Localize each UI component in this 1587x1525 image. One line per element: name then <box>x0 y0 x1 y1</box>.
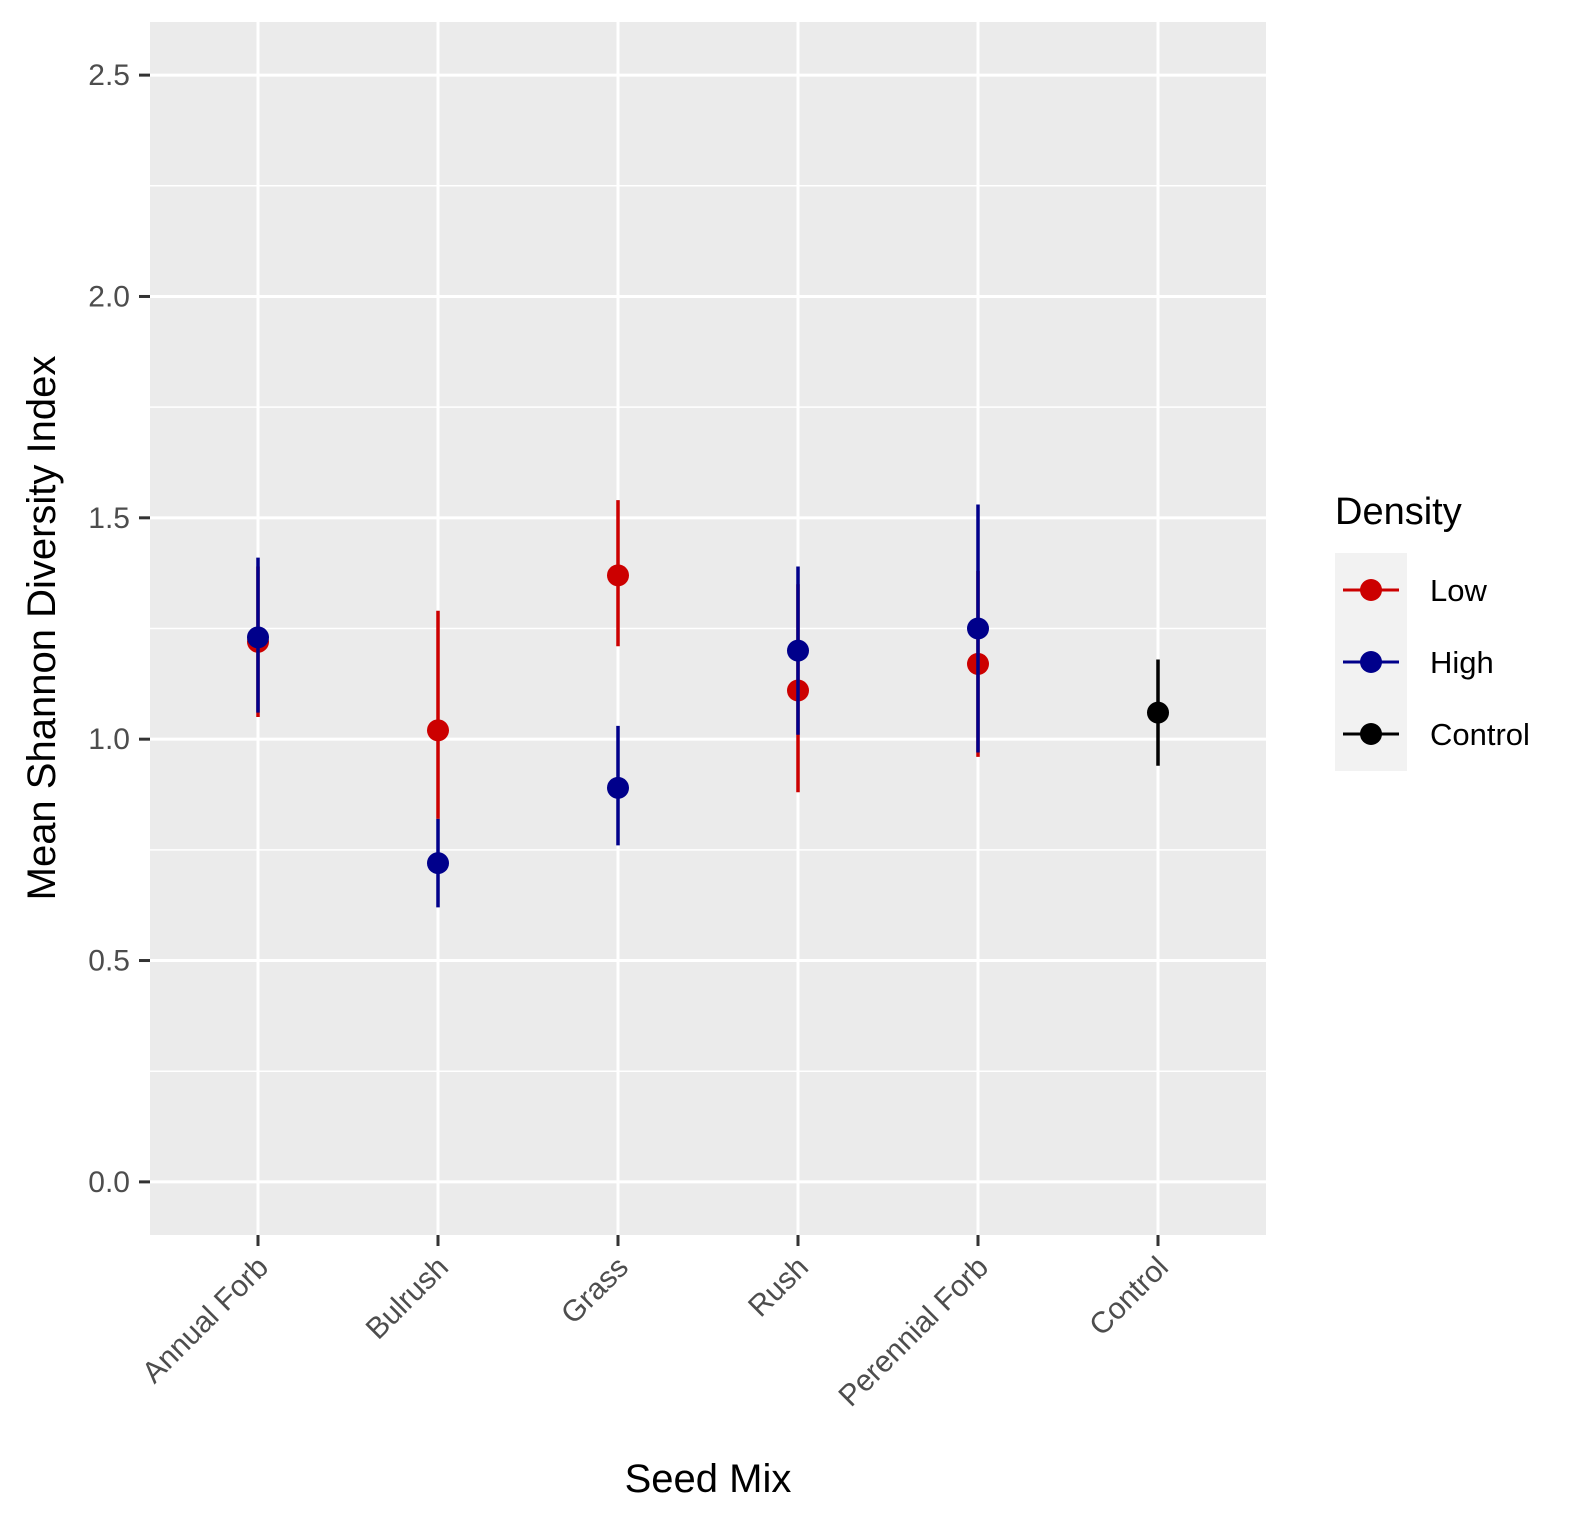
x-tick-label: Bulrush <box>360 1251 455 1346</box>
y-tick-label: 2.0 <box>88 280 130 313</box>
x-tick-label: Rush <box>742 1251 815 1324</box>
legend-key-point <box>1360 651 1382 673</box>
legend-items: Low High Control <box>1343 573 1530 752</box>
legend: Density Low High Control <box>1335 491 1530 771</box>
x-tick-label: Control <box>1083 1251 1175 1343</box>
y-tick-label: 1.0 <box>88 723 130 756</box>
x-tick-label: Grass <box>555 1251 635 1331</box>
x-axis-title: Seed Mix <box>625 1457 792 1501</box>
legend-key-point <box>1360 579 1382 601</box>
data-point <box>967 617 989 640</box>
y-axis: 0.0 0.5 1.0 1.5 2.0 2.5 <box>88 59 150 1199</box>
x-tick-label: Annual Forb <box>136 1251 275 1390</box>
legend-label: High <box>1430 645 1494 680</box>
grid-minor <box>150 185 1266 1072</box>
legend-label: Control <box>1430 717 1530 752</box>
legend-label: Low <box>1430 573 1487 608</box>
y-tick-label: 0.0 <box>88 1166 130 1199</box>
data-point <box>427 719 449 742</box>
data-point <box>1147 701 1169 724</box>
data-point <box>607 776 629 799</box>
data-point <box>247 626 269 649</box>
y-tick-label: 1.5 <box>88 502 130 535</box>
data-point <box>607 564 629 587</box>
data-point <box>787 639 809 662</box>
y-tick-label: 0.5 <box>88 945 130 978</box>
legend-title: Density <box>1335 491 1462 533</box>
data-point <box>427 852 449 875</box>
x-axis: Annual Forb Bulrush Grass Rush Perennial For… <box>136 1235 1175 1413</box>
legend-key-point <box>1360 723 1382 745</box>
y-tick-label: 2.5 <box>88 59 130 92</box>
y-axis-title: Mean Shannon Diversity Index <box>20 356 64 901</box>
data-marks <box>247 500 1169 908</box>
x-tick-label: Perennial Forb <box>832 1251 994 1413</box>
